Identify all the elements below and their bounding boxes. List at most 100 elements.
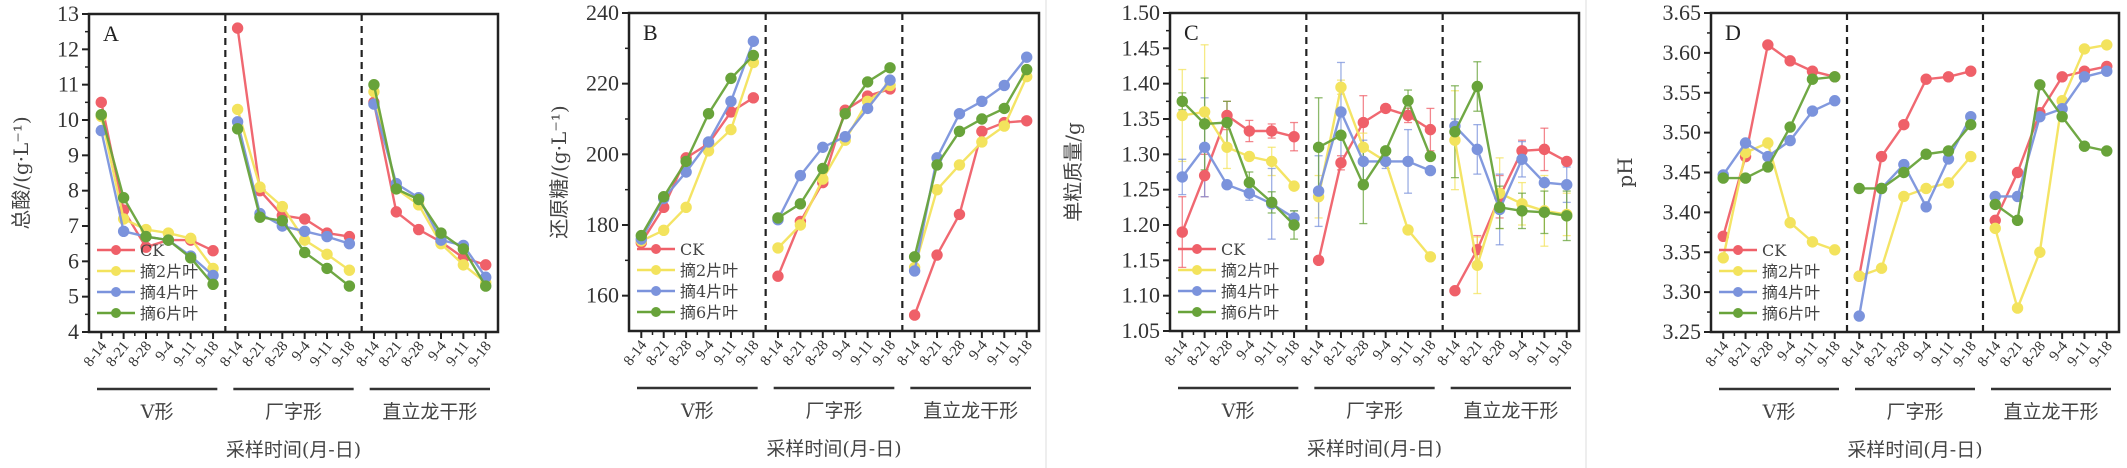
x-tick-label: 9-18 xyxy=(1410,338,1440,370)
legend-label: 摘4片叶 xyxy=(1762,283,1820,302)
y-tick-label: 1.25 xyxy=(1122,177,1161,202)
x-tick-label: 8-21 xyxy=(376,339,406,371)
x-tick-label: 9-18 xyxy=(2086,339,2116,371)
x-tick-label: 9-11 xyxy=(443,339,472,370)
data-point xyxy=(2011,214,2024,227)
series-line-摘2片叶 xyxy=(913,76,1028,268)
x-tick-label: 9-11 xyxy=(2064,339,2093,370)
data-point xyxy=(298,246,311,259)
data-point xyxy=(185,252,197,264)
data-point xyxy=(1424,251,1437,263)
data-point xyxy=(1471,143,1483,156)
group-label: 厂字形 xyxy=(1346,400,1403,422)
y-tick-label: 1.20 xyxy=(1122,212,1161,237)
data-point xyxy=(1243,187,1256,199)
data-point xyxy=(1288,180,1300,192)
x-axis-label: 采样时间(月-日) xyxy=(1307,438,1442,460)
x-tick-label: 9-11 xyxy=(1928,339,1957,370)
data-point xyxy=(953,108,966,120)
data-point xyxy=(1942,145,1955,157)
legend-marker xyxy=(111,245,121,255)
panel-letter: C xyxy=(1184,20,1199,45)
x-tick-label: 8-14 xyxy=(81,338,111,370)
data-point xyxy=(1965,65,1977,77)
data-point xyxy=(725,95,737,108)
series-line-摘2片叶 xyxy=(1994,43,2108,312)
series-line-摘6片叶 xyxy=(372,84,487,287)
y-tick-label: 3.55 xyxy=(1663,80,1702,105)
y-tick-label: 3.25 xyxy=(1663,319,1702,344)
data-point xyxy=(1221,179,1233,191)
data-point xyxy=(976,136,988,148)
data-point xyxy=(1538,206,1551,218)
series-line-摘2片叶 xyxy=(777,84,891,249)
data-point xyxy=(95,96,107,109)
data-point xyxy=(1898,118,1910,131)
data-point xyxy=(1335,81,1347,93)
data-point xyxy=(343,280,356,292)
data-point xyxy=(794,169,807,182)
data-point xyxy=(1806,73,1819,85)
legend-label: 摘6片叶 xyxy=(1221,303,1279,322)
data-point xyxy=(658,224,670,237)
data-point xyxy=(772,270,784,282)
group-label: V形 xyxy=(140,401,174,423)
y-tick-label: 220 xyxy=(586,71,619,96)
series-line-摘6片叶 xyxy=(913,68,1028,258)
legend-marker xyxy=(111,287,121,297)
data-point xyxy=(817,162,829,175)
data-point xyxy=(1538,143,1551,156)
data-point xyxy=(1020,115,1033,127)
x-tick-label: 9-11 xyxy=(848,338,877,369)
legend-label: 摘2片叶 xyxy=(1762,262,1820,281)
x-tick-label: 8-21 xyxy=(1725,339,1755,371)
data-point xyxy=(1739,137,1752,149)
legend-label: 摘2片叶 xyxy=(1221,261,1279,280)
x-tick-label: 8-21 xyxy=(917,338,947,370)
x-tick-label: 8-28 xyxy=(2019,339,2049,371)
data-point xyxy=(1312,254,1325,267)
data-point xyxy=(1920,182,1932,195)
series-line-摘6片叶 xyxy=(640,54,755,237)
legend-label: 摘2片叶 xyxy=(140,262,198,281)
y-tick-label: 12 xyxy=(57,36,79,61)
series-line-摘6片叶 xyxy=(100,114,215,286)
y-tick-label: 1.15 xyxy=(1122,247,1161,272)
data-point xyxy=(1266,125,1278,137)
data-point xyxy=(1942,177,1955,189)
data-point xyxy=(1493,201,1506,214)
data-point xyxy=(1198,141,1211,153)
data-point xyxy=(1357,155,1370,168)
data-point xyxy=(207,245,219,257)
x-tick-label: 9-18 xyxy=(870,338,900,370)
data-point xyxy=(1942,71,1955,83)
data-point xyxy=(1989,222,2001,235)
x-tick-label: 8-21 xyxy=(1184,338,1214,370)
data-point xyxy=(2011,166,2024,179)
legend-marker xyxy=(1192,286,1202,296)
legend-label: 摘6片叶 xyxy=(1762,304,1820,323)
data-point xyxy=(254,181,266,193)
data-point xyxy=(231,22,244,34)
panel-letter: B xyxy=(643,20,658,45)
legend-label: 摘6片叶 xyxy=(140,304,198,323)
data-point xyxy=(1920,148,1932,160)
data-point xyxy=(861,102,874,115)
data-point xyxy=(480,259,492,271)
data-point xyxy=(884,74,896,86)
y-tick-label: 3.50 xyxy=(1663,120,1702,145)
y-tick-label: 1.35 xyxy=(1122,106,1161,131)
data-point xyxy=(231,103,244,116)
x-tick-label: 9-11 xyxy=(307,339,336,370)
data-point xyxy=(1806,105,1819,117)
y-tick-label: 1.45 xyxy=(1122,35,1161,60)
y-tick-label: 160 xyxy=(586,283,619,308)
data-point xyxy=(1198,118,1211,130)
data-point xyxy=(254,211,266,223)
data-point xyxy=(1335,129,1347,141)
y-tick-label: 1.05 xyxy=(1122,318,1161,343)
data-point xyxy=(1176,171,1188,183)
y-tick-label: 1.50 xyxy=(1122,0,1161,25)
x-tick-label: 9-18 xyxy=(1546,338,1576,370)
x-axis-label: 采样时间(月-日) xyxy=(226,439,361,461)
